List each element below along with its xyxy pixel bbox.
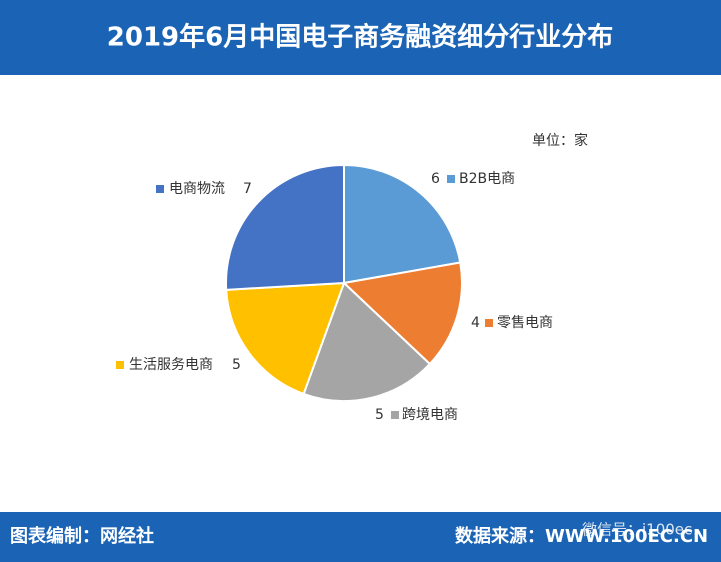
wechat-watermark: 微信号：i100ec — [582, 521, 692, 539]
pie-slice — [341, 261, 463, 366]
legend-swatch — [116, 361, 124, 369]
footer-source: 数据来源：WWW.100EC.CN — [455, 525, 708, 547]
footer-band — [0, 512, 721, 562]
category-label: B2B电商 — [459, 171, 515, 187]
chart-title: 2019年6月中国电子商务融资细分行业分布 — [107, 22, 613, 53]
value-label: 7 — [243, 181, 252, 197]
legend-swatch — [485, 319, 493, 327]
value-label: 5 — [375, 407, 384, 423]
pie-slice — [343, 163, 462, 285]
pie-slice — [225, 163, 345, 291]
category-label: 跨境电商 — [402, 407, 458, 423]
footer-credit: 图表编制：网经社 — [10, 525, 154, 547]
value-label: 5 — [232, 357, 241, 373]
legend-swatch — [391, 411, 399, 419]
category-label: 电商物流 — [169, 181, 225, 197]
category-label: 零售电商 — [497, 315, 553, 331]
legend-swatch — [447, 175, 455, 183]
pie — [225, 163, 463, 402]
pie-slice — [225, 281, 346, 396]
legend-swatch — [156, 185, 164, 193]
pie-slice — [302, 281, 432, 402]
unit-label: 单位：家 — [532, 132, 588, 149]
category-label: 生活服务电商 — [129, 357, 213, 373]
value-label: 6 — [431, 171, 440, 187]
labels: B2B电商 6 零售电商 4 跨境电商 5 生活服务电商 5 电商物流 7 — [116, 171, 553, 423]
header-band — [0, 0, 721, 75]
value-label: 4 — [471, 315, 480, 331]
